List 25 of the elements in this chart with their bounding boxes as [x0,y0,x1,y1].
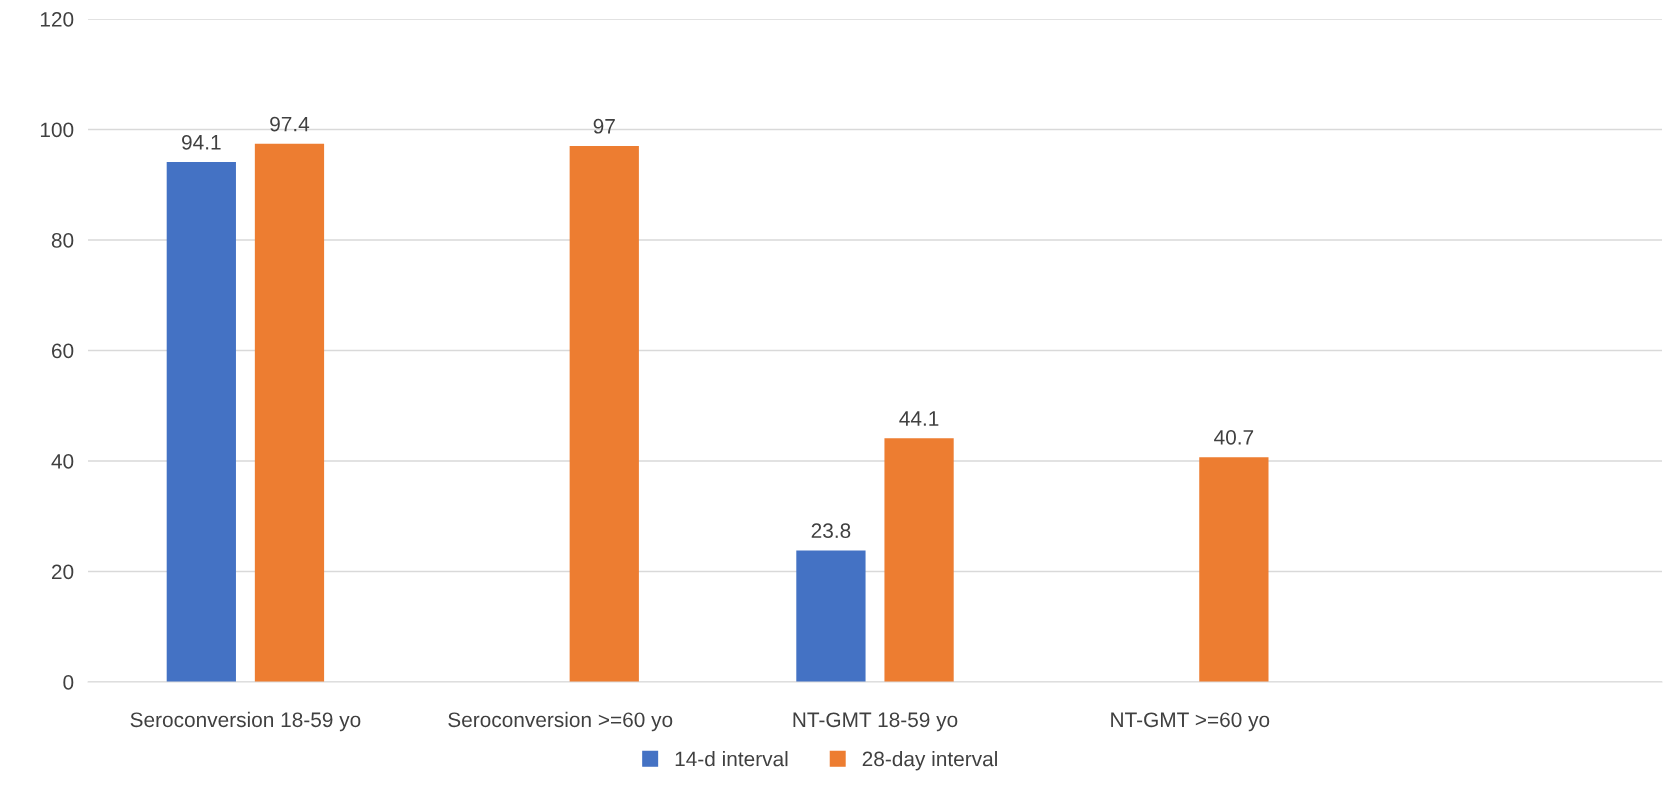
x-tick-label: Seroconversion 18-59 yo [130,711,361,732]
bar [796,550,866,682]
y-tick-label: 0 [63,675,74,690]
data-label: 94.1 [182,134,221,150]
data-label: 97 [593,118,615,134]
bar [569,146,639,682]
data-label: 44.1 [899,411,939,426]
y-tick-label: 60 [52,343,74,359]
x-tick-label: NT-GMT >=60 yo [1111,712,1270,732]
x-tick-label: Seroconversion >=60 yo [448,711,673,732]
bar [254,143,325,682]
legend-label: 28-day interval [862,751,997,771]
y-tick-label: 100 [40,122,74,138]
bar [166,162,236,682]
y-tick-label: 40 [51,454,74,469]
data-label: 23.8 [811,523,851,539]
y-tick-label: 120 [40,12,74,27]
y-tick-label: 80 [51,233,74,248]
bar [884,438,954,682]
data-label: 97.4 [270,116,310,132]
data-label: 40.7 [1214,429,1254,445]
y-tick-label: 20 [51,564,74,580]
bar [1199,457,1269,682]
legend-label: 14-d interval [675,751,788,767]
x-tick-label: NT-GMT 18-59 yo [793,712,958,732]
